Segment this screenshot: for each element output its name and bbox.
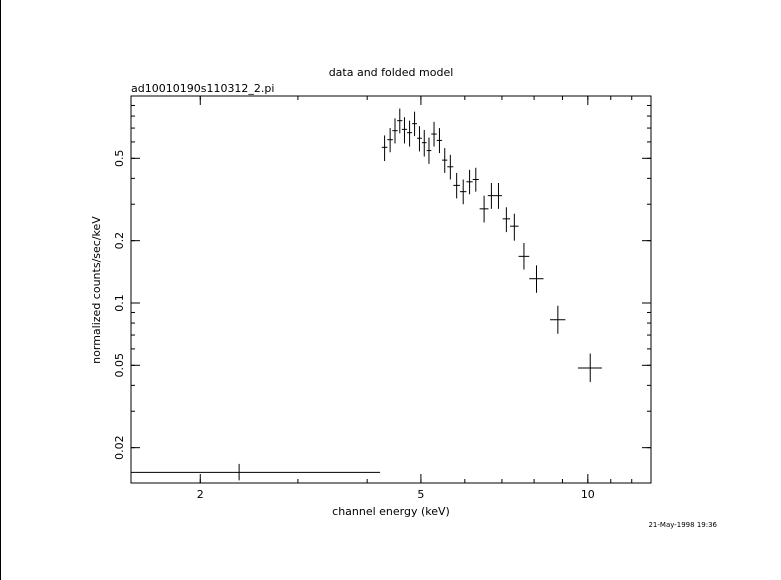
plot-frame [130, 95, 652, 484]
left-edge-rule [0, 0, 1, 580]
x-tick-label: 10 [581, 488, 595, 501]
timestamp: 21-May-1998 19:36 [648, 521, 717, 529]
y-tick-label: 0.5 [113, 150, 126, 168]
y-tick-label: 0.1 [113, 294, 126, 312]
chart-title: data and folded model [329, 66, 454, 79]
y-tick-label: 0.05 [113, 353, 126, 378]
y-tick-label: 0.02 [113, 435, 126, 460]
chart-subtitle: ad10010190s110312_2.pi [131, 82, 274, 95]
x-tick-label: 2 [197, 488, 204, 501]
x-axis-label: channel energy (keV) [332, 505, 450, 518]
y-axis-label: normalized counts/sec/keV [90, 216, 103, 364]
y-tick-label: 0.2 [113, 232, 126, 250]
x-tick-label: 5 [417, 488, 424, 501]
plot-layer: 2 5 10 0.02 0.05 0.1 0.2 0.5 [113, 95, 652, 501]
